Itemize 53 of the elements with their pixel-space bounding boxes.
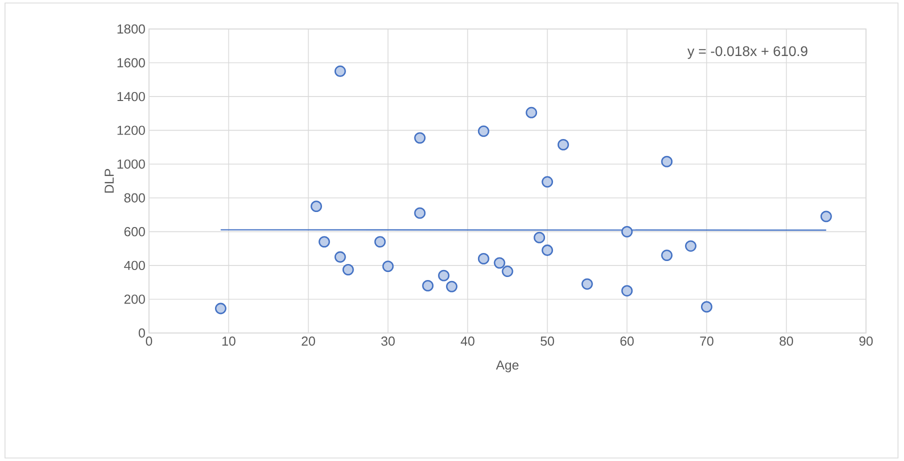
point bbox=[414, 207, 426, 219]
point bbox=[414, 132, 426, 144]
y-axis-title: DLP bbox=[104, 169, 114, 193]
point bbox=[685, 240, 696, 252]
x-tick-label: 70 bbox=[700, 336, 714, 346]
point bbox=[621, 226, 633, 238]
y-tick-label: 1000 bbox=[118, 160, 145, 169]
point bbox=[502, 266, 514, 278]
x-tick-label: 0 bbox=[146, 336, 152, 346]
point bbox=[581, 278, 593, 290]
annotation: y = -0.018x + 610.9 bbox=[687, 46, 808, 59]
x-axis-title: Age bbox=[496, 360, 518, 372]
point bbox=[446, 280, 458, 292]
point bbox=[661, 250, 673, 262]
point bbox=[318, 236, 330, 248]
y-tick-label: 1200 bbox=[118, 126, 145, 135]
point bbox=[310, 200, 322, 212]
point bbox=[661, 156, 673, 168]
point bbox=[334, 66, 346, 77]
x-tick-label: 90 bbox=[859, 336, 873, 346]
x-tick-label: 10 bbox=[222, 336, 236, 346]
point bbox=[700, 301, 712, 313]
y-tick-label: 1800 bbox=[118, 24, 145, 34]
y-tick-label: 1600 bbox=[118, 58, 145, 68]
point bbox=[342, 264, 354, 276]
point bbox=[382, 260, 394, 272]
x-tick-label: 40 bbox=[460, 336, 474, 346]
x-tick-label: 60 bbox=[620, 336, 634, 346]
point bbox=[215, 302, 226, 314]
point bbox=[334, 251, 346, 263]
x-tick-label: 20 bbox=[302, 336, 316, 346]
point bbox=[478, 125, 490, 137]
x-tick-label: 50 bbox=[540, 336, 554, 346]
y-tick-label: 600 bbox=[124, 227, 145, 236]
point bbox=[621, 285, 633, 296]
point bbox=[526, 106, 538, 118]
point bbox=[438, 270, 450, 282]
point bbox=[542, 244, 554, 256]
point bbox=[820, 210, 832, 222]
point bbox=[478, 252, 490, 264]
point bbox=[374, 236, 386, 248]
y-tick-label: 800 bbox=[124, 193, 145, 202]
y-tick-label: 400 bbox=[124, 260, 145, 270]
x-tick-label: 30 bbox=[381, 336, 395, 346]
y-tick-label: 1400 bbox=[118, 92, 145, 102]
point bbox=[422, 280, 434, 292]
point bbox=[558, 138, 569, 150]
x-tick-label: 80 bbox=[780, 336, 794, 346]
point bbox=[534, 232, 546, 244]
point bbox=[494, 257, 506, 269]
y-tick-label: 0 bbox=[138, 328, 145, 338]
y-tick-label: 200 bbox=[124, 294, 145, 304]
point bbox=[542, 176, 554, 188]
